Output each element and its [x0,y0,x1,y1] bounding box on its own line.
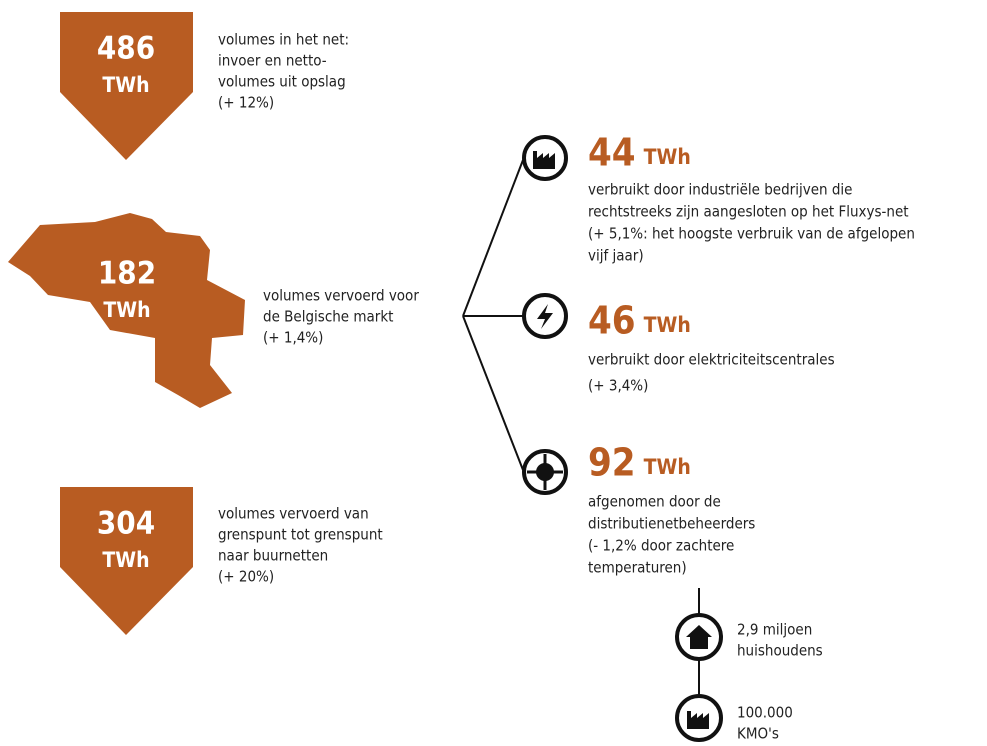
description-line: grenspunt tot grenspunt [218,526,383,544]
description-line: temperaturen) [588,559,687,577]
value: 92 [588,441,636,485]
belgium-shape [8,213,245,408]
description-line: verbruikt door elektriciteitscentrales [588,351,835,369]
icon-house [675,613,723,661]
description-line: volumes vervoerd van [218,505,369,523]
unit: TWh [644,313,691,337]
description-line: naar buurnetten [218,547,328,565]
icon-lightning [522,293,568,339]
unit: TWh [103,298,150,322]
arrow-shape [60,487,193,635]
description-line: volumes in het net: [218,31,349,49]
description-line: verbruikt door industriële bedrijven die [588,181,852,199]
description-line: distributienetbeheerders [588,515,755,533]
description-line: volumes vervoerd voor [263,287,419,305]
value: 46 [588,299,636,343]
description-line: (+ 5,1%: het hoogste verbruik van de afg… [588,225,915,243]
icon-factory [675,694,723,742]
arrow-shape [60,12,193,160]
unit: TWh [644,455,691,479]
description-line: KMO's [737,725,779,743]
description-line: (- 1,2% door zachtere [588,537,734,555]
description-line: de Belgische markt [263,308,393,326]
icon-factory [522,135,568,181]
description-line: vijf jaar) [588,247,644,265]
description-line: (+ 1,4%) [263,329,323,347]
description-line: invoer en netto- [218,52,327,70]
value: 486 [97,31,155,67]
unit: TWh [102,548,149,572]
description-line: volumes uit opslag [218,73,346,91]
value: 182 [98,256,156,292]
value: 44 [588,131,636,175]
description-line: (+ 12%) [218,94,274,112]
description-line: rechtstreeks zijn aangesloten op het Flu… [588,203,909,221]
description-line: 100.000 [737,704,793,722]
unit: TWh [102,73,149,97]
description-line: (+ 3,4%) [588,377,648,395]
unit: TWh [644,145,691,169]
value: 304 [97,506,155,542]
description-line: afgenomen door de [588,493,721,511]
connectors [462,159,700,720]
icon-crosshair [522,449,568,495]
description-line: 2,9 miljoen [737,621,812,639]
description-line: (+ 20%) [218,568,274,586]
description-line: huishoudens [737,642,823,660]
